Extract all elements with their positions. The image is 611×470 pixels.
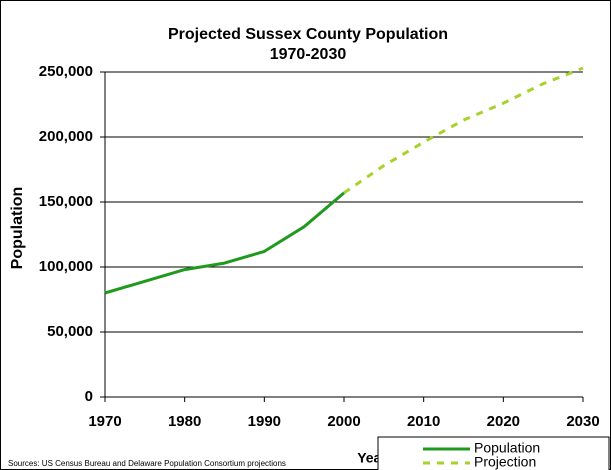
x-tick-label: 1970 xyxy=(88,413,121,430)
x-tick-label: 1980 xyxy=(168,413,201,430)
y-tick-label: 0 xyxy=(85,388,93,405)
chart-title: Projected Sussex County Population xyxy=(168,26,448,43)
legend-label: Projection xyxy=(474,454,536,470)
legend-box xyxy=(377,436,610,470)
y-tick-label: 250,000 xyxy=(39,63,93,80)
data-line xyxy=(343,66,584,195)
data-line xyxy=(104,191,345,295)
legend-label: Population xyxy=(474,440,540,456)
y-tick-label: 100,000 xyxy=(39,258,93,275)
x-tick-label: 2000 xyxy=(327,413,360,430)
chart-subtitle: 1970-2030 xyxy=(270,46,347,63)
x-tick-label: 2010 xyxy=(407,413,440,430)
x-tick-label: 2020 xyxy=(487,413,520,430)
y-tick-label: 150,000 xyxy=(39,193,93,210)
x-tick-label: 1990 xyxy=(248,413,281,430)
y-axis-label: Population xyxy=(9,187,26,270)
source-note: Sources: US Census Bureau and Delaware P… xyxy=(8,459,286,468)
y-tick-label: 50,000 xyxy=(47,323,93,340)
y-tick-label: 200,000 xyxy=(39,128,93,145)
x-tick-label: 2030 xyxy=(566,413,599,430)
